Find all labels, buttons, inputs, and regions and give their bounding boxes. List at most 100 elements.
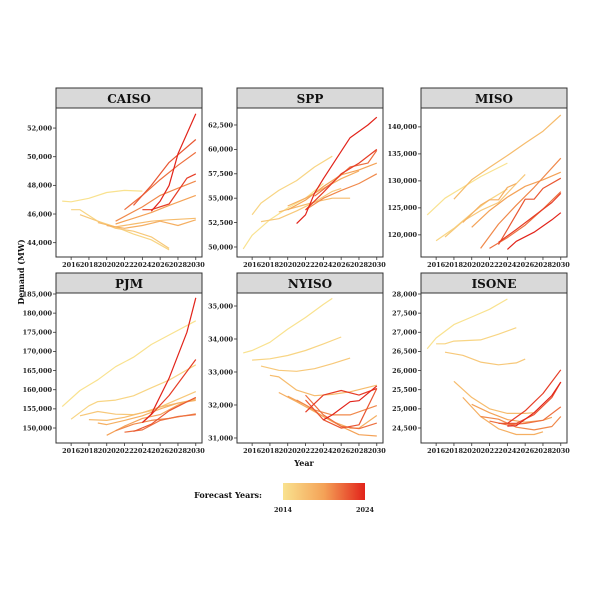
series-line-2021 bbox=[314, 150, 378, 197]
x-tick-label: 2016 bbox=[62, 261, 81, 269]
x-tick-label: 2022 bbox=[297, 447, 315, 455]
x-tick-label: 2024 bbox=[314, 261, 333, 269]
x-tick-label: 2030 bbox=[368, 261, 387, 269]
series-line-2024 bbox=[507, 381, 562, 427]
series-line-2019 bbox=[471, 171, 562, 228]
legend-title: Forecast Years: bbox=[194, 490, 262, 500]
x-tick-label: 2028 bbox=[534, 261, 553, 269]
y-tick-label: 125,000 bbox=[388, 204, 418, 212]
x-axis-label: Year bbox=[293, 458, 314, 468]
panel-pjm: PJM 150,000 155,000 160,000 165,000 170,000 17… bbox=[23, 272, 206, 455]
series-line-2014 bbox=[61, 320, 197, 408]
x-tick-label: 2026 bbox=[516, 261, 535, 269]
x-tick-label: 2030 bbox=[368, 447, 387, 455]
series-line-2021 bbox=[305, 394, 377, 430]
y-tick-label: 44,000 bbox=[27, 239, 52, 247]
y-tick-label: 52,500 bbox=[208, 219, 233, 227]
series-line-2018 bbox=[287, 170, 360, 207]
x-tick-label: 2018 bbox=[445, 447, 464, 455]
y-tick-label: 165,000 bbox=[23, 367, 53, 375]
y-tick-label: 25,500 bbox=[392, 386, 417, 394]
y-tick-label: 180,000 bbox=[23, 309, 53, 317]
y-tick-label: 185,000 bbox=[23, 290, 53, 298]
series-line-2022 bbox=[497, 177, 562, 245]
x-tick-label: 2028 bbox=[169, 261, 188, 269]
y-tick-label: 48,000 bbox=[27, 182, 52, 190]
y-tick-label: 160,000 bbox=[23, 386, 53, 394]
panel-miso: MISO 120,000 125,000 130,000 135,000 140,000 2… bbox=[388, 87, 571, 269]
y-tick-label: 140,000 bbox=[388, 123, 418, 131]
x-tick-label: 2030 bbox=[187, 447, 206, 455]
x-tick-label: 2018 bbox=[261, 261, 280, 269]
series-line-2016 bbox=[444, 351, 526, 366]
x-tick-label: 2024 bbox=[498, 447, 517, 455]
series-line-2022 bbox=[305, 388, 378, 429]
series-line-2014 bbox=[243, 297, 333, 354]
series-line-2022 bbox=[133, 396, 197, 433]
series-line-2018 bbox=[106, 219, 196, 229]
x-tick-label: 2022 bbox=[481, 447, 499, 455]
y-tick-label: 175,000 bbox=[23, 329, 53, 337]
y-tick-label: 35,000 bbox=[208, 302, 233, 310]
series-line-2015 bbox=[70, 364, 197, 420]
series-line-2021 bbox=[124, 151, 197, 211]
y-tick-label: 50,000 bbox=[208, 243, 233, 251]
y-tick-label: 135,000 bbox=[388, 150, 418, 158]
plot-area bbox=[420, 292, 568, 444]
series-line-2017 bbox=[269, 374, 377, 397]
series-line-2023 bbox=[305, 387, 378, 413]
x-tick-label: 2026 bbox=[516, 447, 535, 455]
series-line-2024 bbox=[141, 297, 197, 424]
series-line-2014 bbox=[426, 162, 508, 216]
x-tick-label: 2028 bbox=[534, 447, 553, 455]
series-line-2023 bbox=[305, 148, 378, 211]
series-line-2019 bbox=[287, 162, 378, 211]
plot-area bbox=[55, 292, 203, 444]
series-line-2014 bbox=[426, 298, 508, 350]
y-tick-label: 33,000 bbox=[208, 368, 233, 376]
panel-title: NYISO bbox=[288, 277, 332, 291]
series-line-2021 bbox=[489, 191, 562, 249]
x-tick-label: 2024 bbox=[133, 447, 152, 455]
panel-title: CAISO bbox=[107, 92, 151, 106]
legend-min-label: 2014 bbox=[274, 506, 293, 514]
series-line-2016 bbox=[260, 357, 351, 372]
legend-colorbar bbox=[283, 483, 365, 500]
series-line-2023 bbox=[142, 173, 197, 211]
series-line-2020 bbox=[305, 173, 378, 211]
x-tick-label: 2024 bbox=[133, 261, 152, 269]
panel-title: ISONE bbox=[472, 277, 517, 291]
series-line-2022 bbox=[498, 381, 562, 424]
series-line-2015 bbox=[436, 327, 517, 345]
x-tick-label: 2022 bbox=[116, 261, 134, 269]
y-tick-label: 57,500 bbox=[208, 170, 233, 178]
x-tick-label: 2028 bbox=[350, 261, 369, 269]
plot-area bbox=[236, 292, 384, 444]
series-line-2024 bbox=[150, 113, 197, 212]
y-tick-label: 32,000 bbox=[208, 401, 233, 409]
y-tick-label: 27,000 bbox=[392, 329, 417, 337]
x-tick-label: 2016 bbox=[243, 447, 262, 455]
x-tick-label: 2020 bbox=[98, 447, 117, 455]
series-line-2016 bbox=[79, 214, 170, 249]
series-line-2018 bbox=[462, 396, 544, 436]
series-line-2020 bbox=[480, 157, 562, 249]
x-tick-label: 2016 bbox=[62, 447, 81, 455]
x-tick-label: 2022 bbox=[116, 447, 134, 455]
series-line-2014 bbox=[242, 183, 324, 250]
x-tick-label: 2020 bbox=[463, 261, 482, 269]
series-line-2024 bbox=[296, 116, 378, 225]
x-tick-label: 2016 bbox=[427, 447, 446, 455]
y-tick-label: 130,000 bbox=[388, 177, 418, 185]
y-tick-label: 46,000 bbox=[27, 210, 52, 218]
x-tick-label: 2026 bbox=[151, 261, 170, 269]
x-tick-label: 2018 bbox=[445, 261, 464, 269]
x-tick-label: 2030 bbox=[552, 261, 571, 269]
series-line-2018 bbox=[97, 399, 196, 426]
panel-title: PJM bbox=[115, 277, 143, 291]
y-tick-label: 50,000 bbox=[27, 153, 52, 161]
